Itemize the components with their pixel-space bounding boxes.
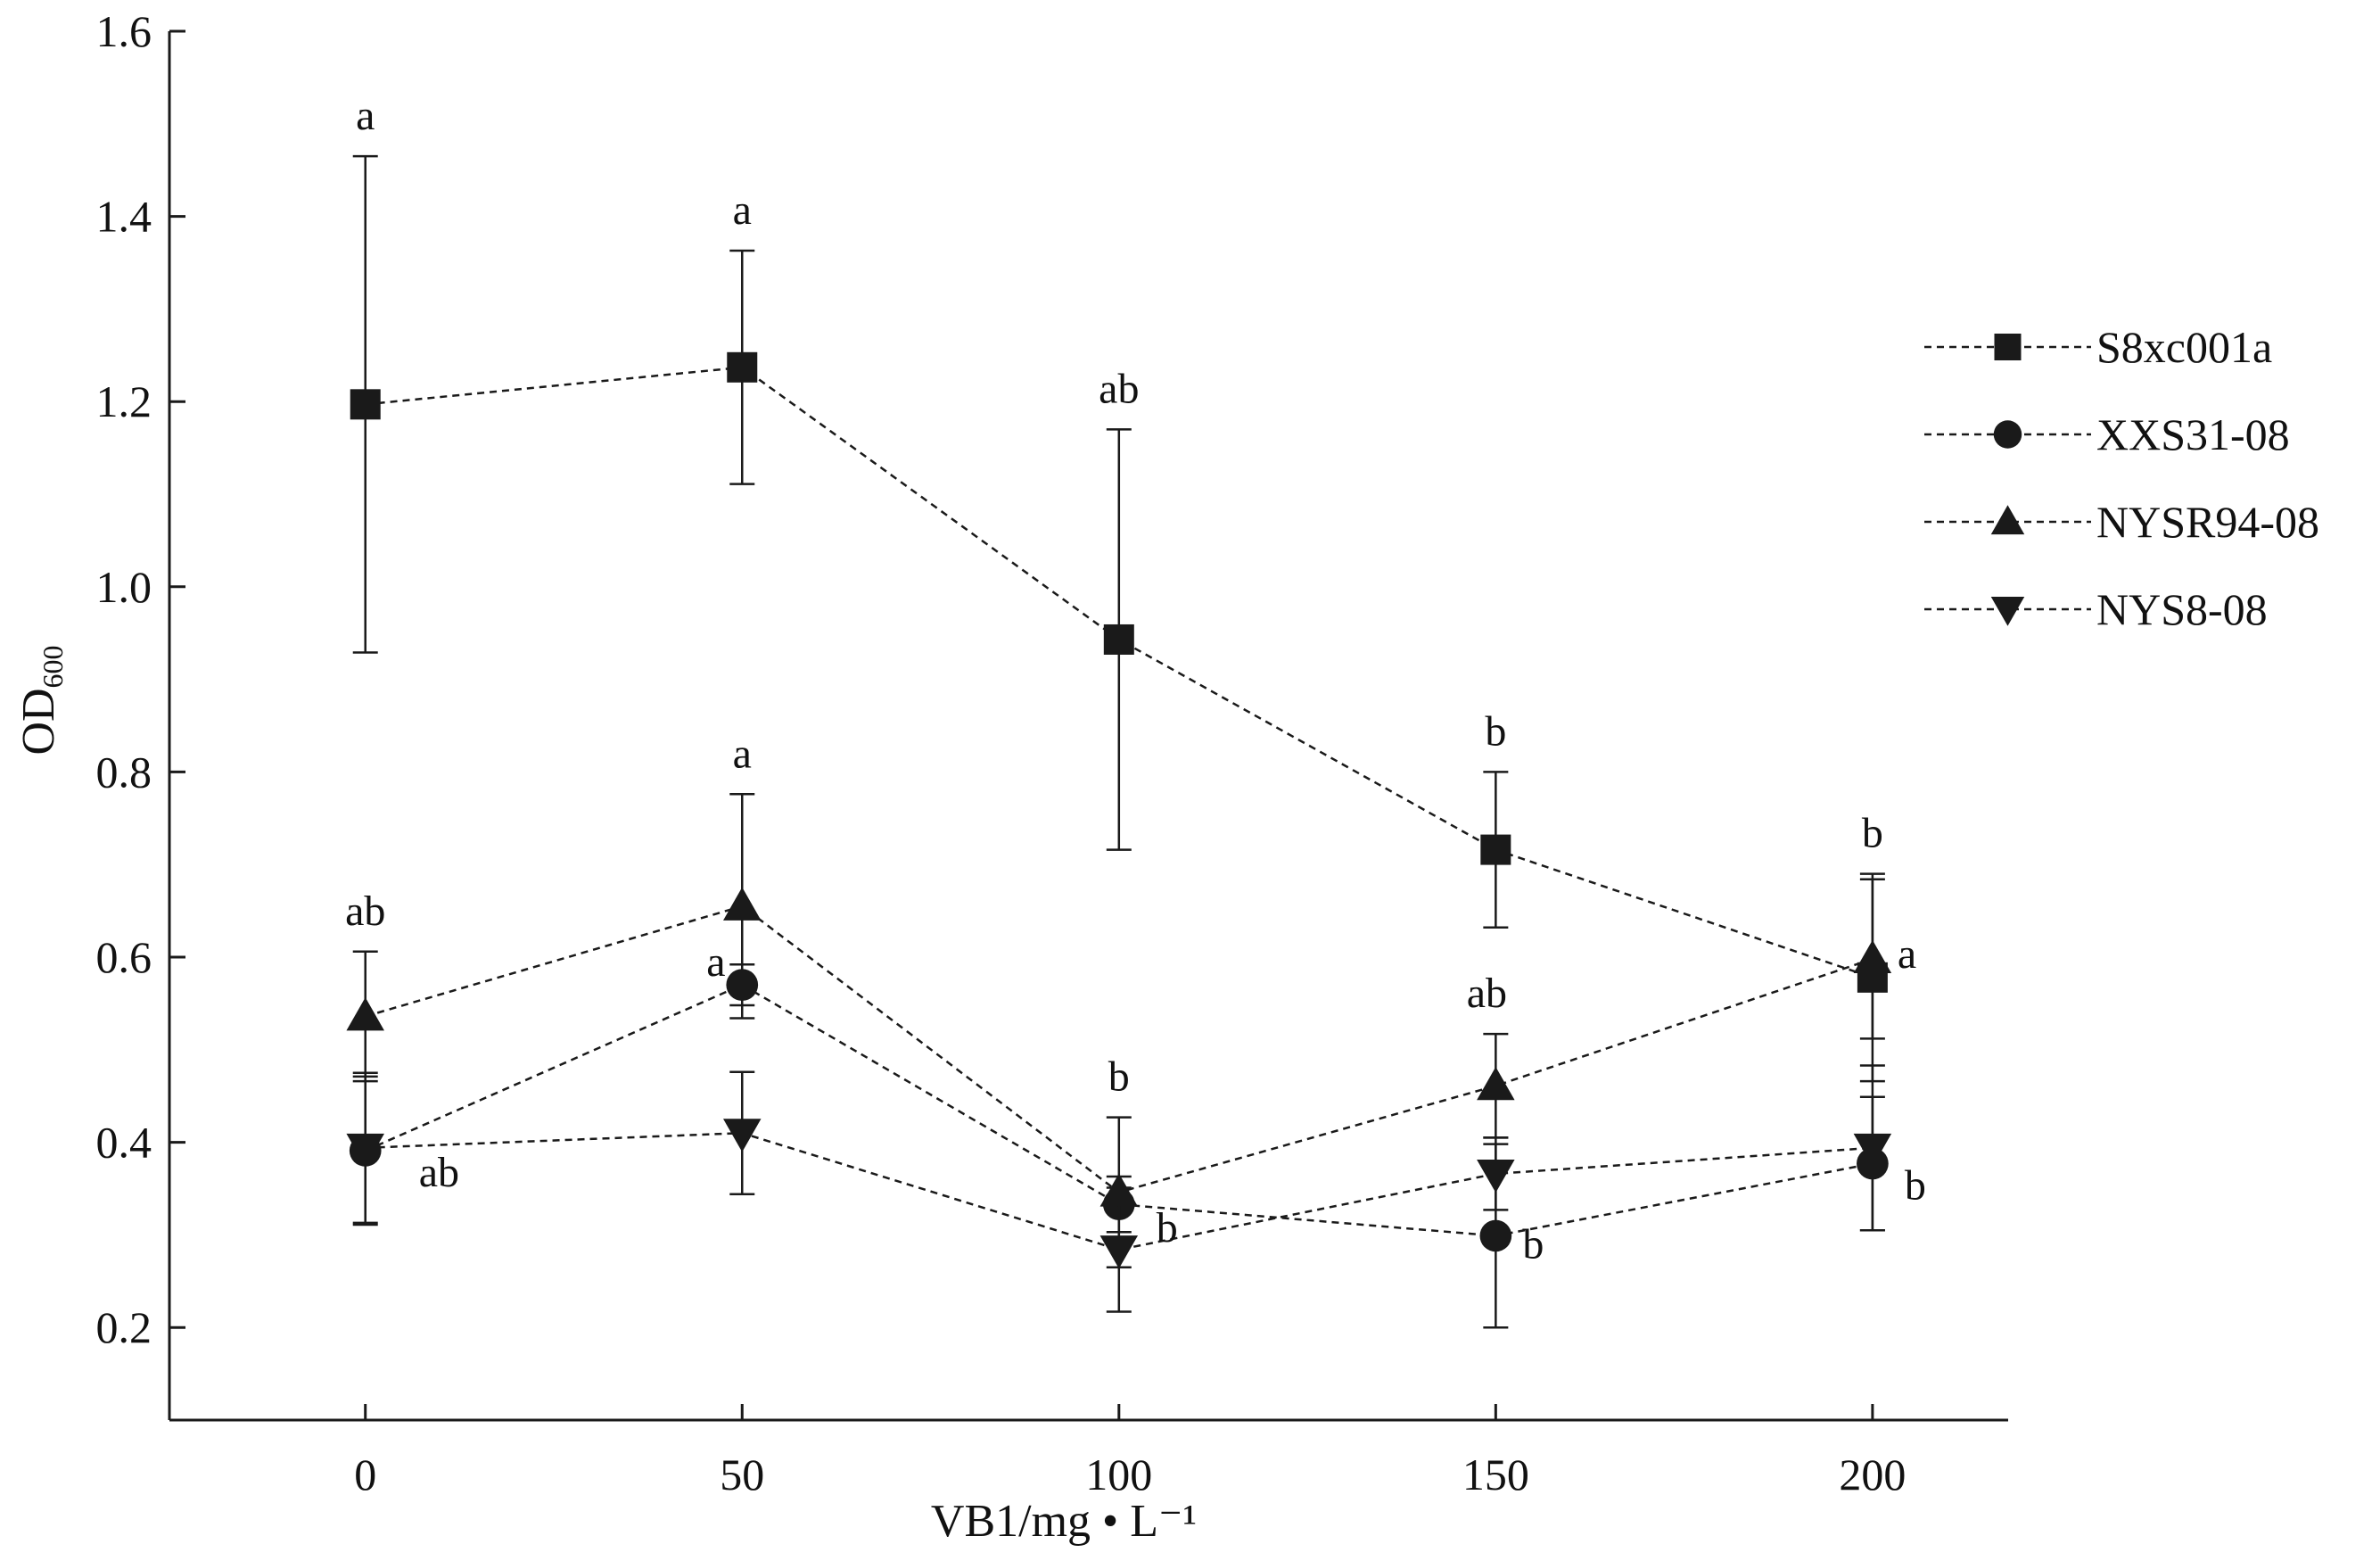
y-axis-title-sub: 600	[37, 645, 69, 688]
data-point	[727, 351, 758, 383]
data-point	[1853, 939, 1892, 974]
significance-label: b	[1485, 707, 1506, 755]
series-NYS8-08	[346, 1064, 1892, 1313]
y-tick-label: 0.2	[96, 1302, 152, 1352]
y-ticks: 0.2 0.4 0.6 0.8 1.0 1.2 1.4 1.6	[96, 6, 185, 1352]
legend: S8xc001a XXS31-08 NYSR94-08 NYS8-08	[1924, 322, 2319, 634]
data-point	[1853, 1133, 1892, 1168]
y-tick-label: 0.8	[96, 747, 152, 797]
legend-label: S8xc001a	[2096, 322, 2272, 372]
series-layer	[346, 154, 1892, 1329]
significance-label: a	[706, 938, 725, 986]
x-ticks: 0 50 100 150 200	[354, 1404, 1906, 1499]
significance-label: a	[356, 92, 375, 139]
significance-label: ab	[345, 888, 385, 935]
significance-label: b	[1522, 1220, 1544, 1268]
x-axis-title: VB1/mg • L⁻¹	[931, 1496, 1197, 1547]
data-point	[1479, 1219, 1512, 1252]
data-point	[1103, 624, 1134, 655]
y-tick-label: 1.4	[96, 192, 152, 242]
legend-marker	[1994, 334, 2022, 360]
legend-label: NYSR94-08	[2096, 497, 2319, 547]
significance-label: a	[1898, 930, 1916, 978]
data-point	[723, 887, 762, 921]
y-tick-label: 0.6	[96, 932, 152, 982]
data-point	[723, 1119, 762, 1152]
x-tick-label: 0	[354, 1450, 376, 1499]
significance-label: ab	[1467, 970, 1507, 1017]
data-point	[346, 1133, 384, 1168]
data-point	[1477, 1067, 1515, 1101]
x-tick-label: 50	[720, 1450, 764, 1499]
legend-label: NYS8-08	[2096, 584, 2268, 634]
legend-item: NYS8-08	[1924, 584, 2268, 634]
x-tick-label: 200	[1839, 1450, 1906, 1499]
legend-label: XXS31-08	[2096, 409, 2290, 459]
significance-label: ab	[419, 1149, 459, 1196]
legend-marker	[1990, 505, 2025, 535]
y-tick-label: 0.4	[96, 1118, 152, 1168]
significance-label: b	[1862, 810, 1883, 857]
x-tick-label: 150	[1462, 1450, 1529, 1499]
series-S8xc001a	[350, 154, 1888, 1083]
legend-item: XXS31-08	[1924, 409, 2290, 459]
significance-label: b	[1905, 1161, 1926, 1209]
legend-marker	[1990, 596, 2025, 626]
x-tick-label: 100	[1085, 1450, 1152, 1499]
significance-label: b	[1157, 1204, 1178, 1251]
y-tick-label: 1.0	[96, 562, 152, 612]
legend-item: NYSR94-08	[1924, 497, 2319, 547]
axes	[168, 31, 2008, 1422]
series-line	[365, 983, 1874, 1237]
y-tick-label: 1.2	[96, 376, 152, 426]
data-point	[1477, 1159, 1515, 1193]
y-tick-label: 1.6	[96, 6, 152, 56]
data-point	[350, 389, 381, 420]
series-line	[365, 1131, 1873, 1251]
data-point	[346, 997, 384, 1031]
y-axis-title-main: OD	[13, 688, 64, 755]
legend-marker	[1993, 420, 2022, 449]
legend-item: S8xc001a	[1924, 322, 2272, 372]
significance-label: a	[733, 186, 752, 234]
y-axis-title: OD600	[13, 645, 69, 755]
data-point	[1099, 1235, 1139, 1269]
significance-label: ab	[1099, 365, 1139, 412]
data-point	[1480, 834, 1511, 865]
significance-label: a	[733, 730, 752, 777]
significance-label: b	[1108, 1053, 1130, 1101]
